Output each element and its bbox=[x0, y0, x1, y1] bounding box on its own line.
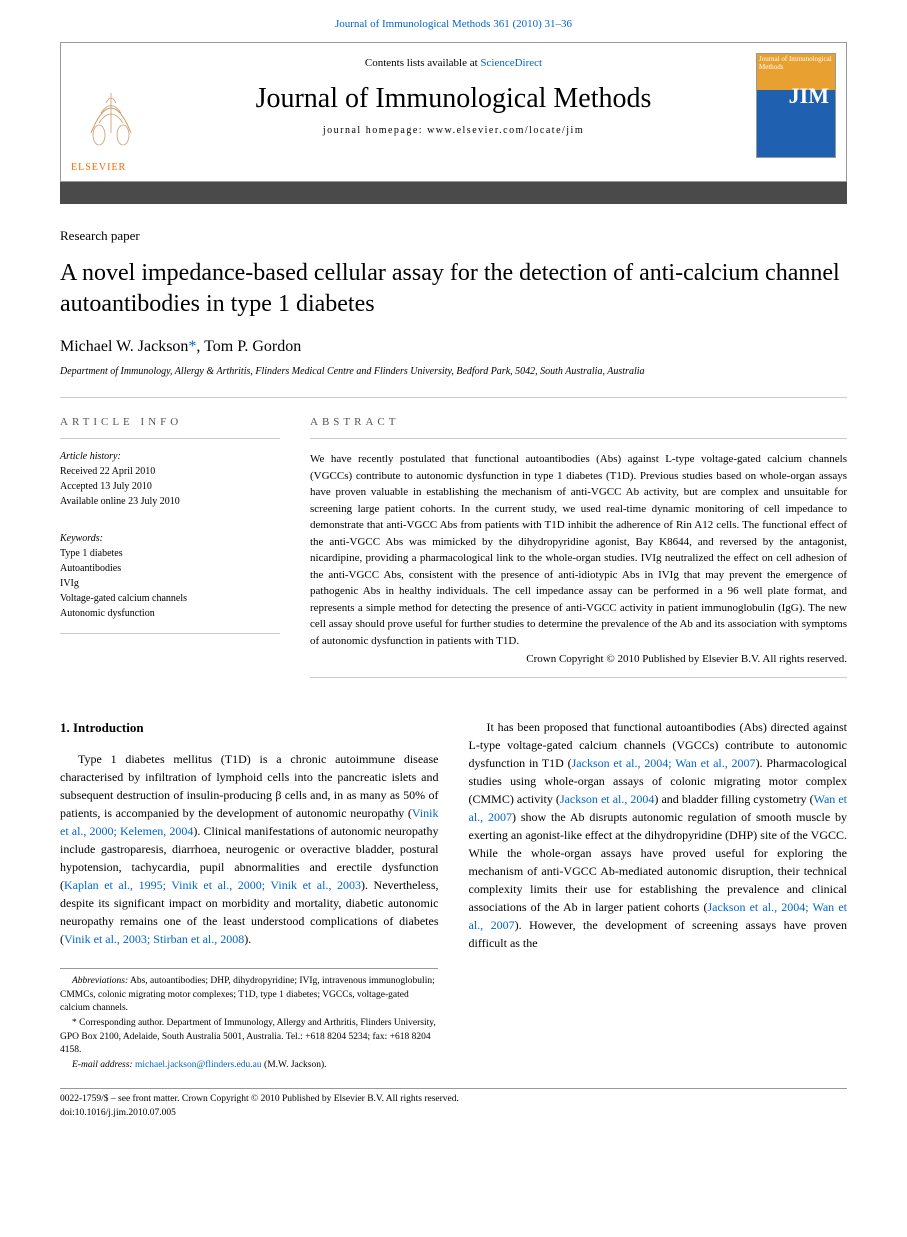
article-info-header: ARTICLE INFO bbox=[60, 416, 280, 439]
cover-title: Journal of Immunological Methods bbox=[757, 54, 835, 73]
keywords-block: Keywords: Type 1 diabetes Autoantibodies… bbox=[60, 533, 280, 634]
text: ). However, the development of screening… bbox=[469, 918, 848, 950]
homepage-line: journal homepage: www.elsevier.com/locat… bbox=[161, 125, 746, 136]
abstract-text: We have recently postulated that functio… bbox=[310, 451, 847, 649]
history-received: Received 22 April 2010 bbox=[60, 464, 280, 479]
footer-doi: doi:10.1016/j.jim.2010.07.005 bbox=[60, 1107, 847, 1120]
journal-citation: Journal of Immunological Methods 361 (20… bbox=[0, 0, 907, 42]
corresponding-author: * Corresponding author. Department of Im… bbox=[60, 1017, 438, 1059]
history-accepted: Accepted 13 July 2010 bbox=[60, 479, 280, 494]
keyword-item: IVIg bbox=[60, 576, 280, 591]
homepage-url: www.elsevier.com/locate/jim bbox=[427, 125, 584, 136]
dark-separator-bar bbox=[60, 182, 847, 204]
journal-cover-thumb: Journal of Immunological Methods JIM bbox=[756, 53, 836, 158]
text: ) and bladder filling cystometry ( bbox=[654, 792, 813, 806]
history-online: Available online 23 July 2010 bbox=[60, 494, 280, 509]
cover-abbrev: JIM bbox=[757, 73, 835, 109]
history-label: Article history: bbox=[60, 451, 280, 464]
abstract-copyright: Crown Copyright © 2010 Published by Else… bbox=[310, 649, 847, 678]
header-center: Contents lists available at ScienceDirec… bbox=[161, 43, 746, 136]
abstract-header: ABSTRACT bbox=[310, 416, 847, 439]
content-area: Research paper A novel impedance-based c… bbox=[60, 204, 847, 1074]
citation-link[interactable]: Kaplan et al., 1995; Vinik et al., 2000;… bbox=[64, 878, 361, 892]
email-line: E-mail address: michael.jackson@flinders… bbox=[60, 1059, 438, 1074]
authors: Michael W. Jackson*, Tom P. Gordon bbox=[60, 338, 847, 366]
journal-name-heading: Journal of Immunological Methods bbox=[161, 69, 746, 125]
author-1: Michael W. Jackson bbox=[60, 338, 188, 355]
email-label: E-mail address: bbox=[72, 1060, 133, 1070]
citation-link[interactable]: Jackson et al., 2004 bbox=[560, 792, 654, 806]
text: ). bbox=[361, 878, 368, 892]
article-info-col: ARTICLE INFO Article history: Received 2… bbox=[60, 416, 280, 678]
intro-paragraph-1: Type 1 diabetes mellitus (T1D) is a chro… bbox=[60, 750, 439, 948]
info-abstract-row: ARTICLE INFO Article history: Received 2… bbox=[60, 398, 847, 678]
email-address[interactable]: michael.jackson@flinders.edu.au bbox=[133, 1060, 262, 1070]
keyword-item: Voltage-gated calcium channels bbox=[60, 591, 280, 606]
header-box: ELSEVIER Contents lists available at Sci… bbox=[60, 42, 847, 182]
intro-heading: 1. Introduction bbox=[60, 718, 439, 750]
footer-copyright: 0022-1759/$ – see front matter. Crown Co… bbox=[60, 1093, 847, 1106]
keyword-item: Autonomic dysfunction bbox=[60, 606, 280, 621]
elsevier-logo bbox=[71, 53, 151, 163]
text: ). bbox=[244, 932, 251, 946]
abbrev-label: Abbreviations: bbox=[72, 976, 128, 986]
email-suffix: (M.W. Jackson). bbox=[262, 1060, 327, 1070]
keyword-item: Type 1 diabetes bbox=[60, 546, 280, 561]
contents-prefix: Contents lists available at bbox=[365, 57, 480, 69]
abstract-col: ABSTRACT We have recently postulated tha… bbox=[310, 416, 847, 678]
text: ) show the Ab disrupts autonomic regulat… bbox=[469, 810, 848, 914]
author-2: , Tom P. Gordon bbox=[196, 338, 301, 355]
citation-link[interactable]: Vinik et al., 2003; Stirban et al., 2008 bbox=[64, 932, 244, 946]
body-two-column: 1. Introduction Type 1 diabetes mellitus… bbox=[60, 718, 847, 952]
article-title: A novel impedance-based cellular assay f… bbox=[60, 258, 847, 338]
contents-line: Contents lists available at ScienceDirec… bbox=[161, 43, 746, 69]
elsevier-text: ELSEVIER bbox=[71, 162, 126, 173]
text: Type 1 diabetes mellitus (T1D) is a chro… bbox=[60, 752, 439, 820]
affiliation: Department of Immunology, Allergy & Arth… bbox=[60, 366, 847, 398]
intro-paragraph-2: It has been proposed that functional aut… bbox=[469, 718, 848, 952]
paper-type: Research paper bbox=[60, 228, 847, 258]
corr-label: * Corresponding author. bbox=[72, 1018, 164, 1028]
footer: 0022-1759/$ – see front matter. Crown Co… bbox=[60, 1088, 847, 1120]
sciencedirect-link[interactable]: ScienceDirect bbox=[480, 57, 542, 69]
footnotes: Abbreviations: Abs, autoantibodies; DHP,… bbox=[60, 968, 438, 1074]
keyword-item: Autoantibodies bbox=[60, 561, 280, 576]
abbreviations: Abbreviations: Abs, autoantibodies; DHP,… bbox=[60, 975, 438, 1017]
homepage-prefix: journal homepage: bbox=[323, 125, 427, 136]
citation-link[interactable]: Jackson et al., 2004; Wan et al., 2007 bbox=[572, 756, 756, 770]
keywords-label: Keywords: bbox=[60, 533, 280, 546]
